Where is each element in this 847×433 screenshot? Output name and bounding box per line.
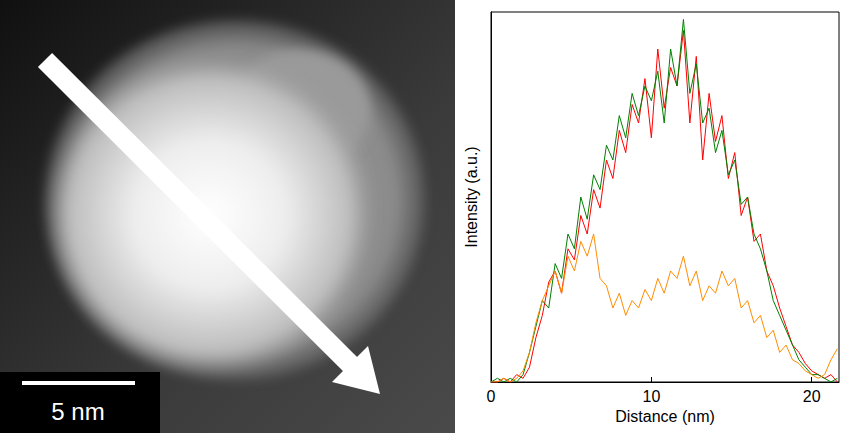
svg-text:0: 0: [487, 388, 496, 405]
svg-text:5 nm: 5 nm: [51, 398, 104, 425]
svg-text:20: 20: [803, 388, 821, 405]
svg-text:Intensity (a.u.): Intensity (a.u.): [463, 146, 480, 247]
svg-text:Distance (nm): Distance (nm): [615, 408, 715, 425]
svg-text:10: 10: [642, 388, 660, 405]
